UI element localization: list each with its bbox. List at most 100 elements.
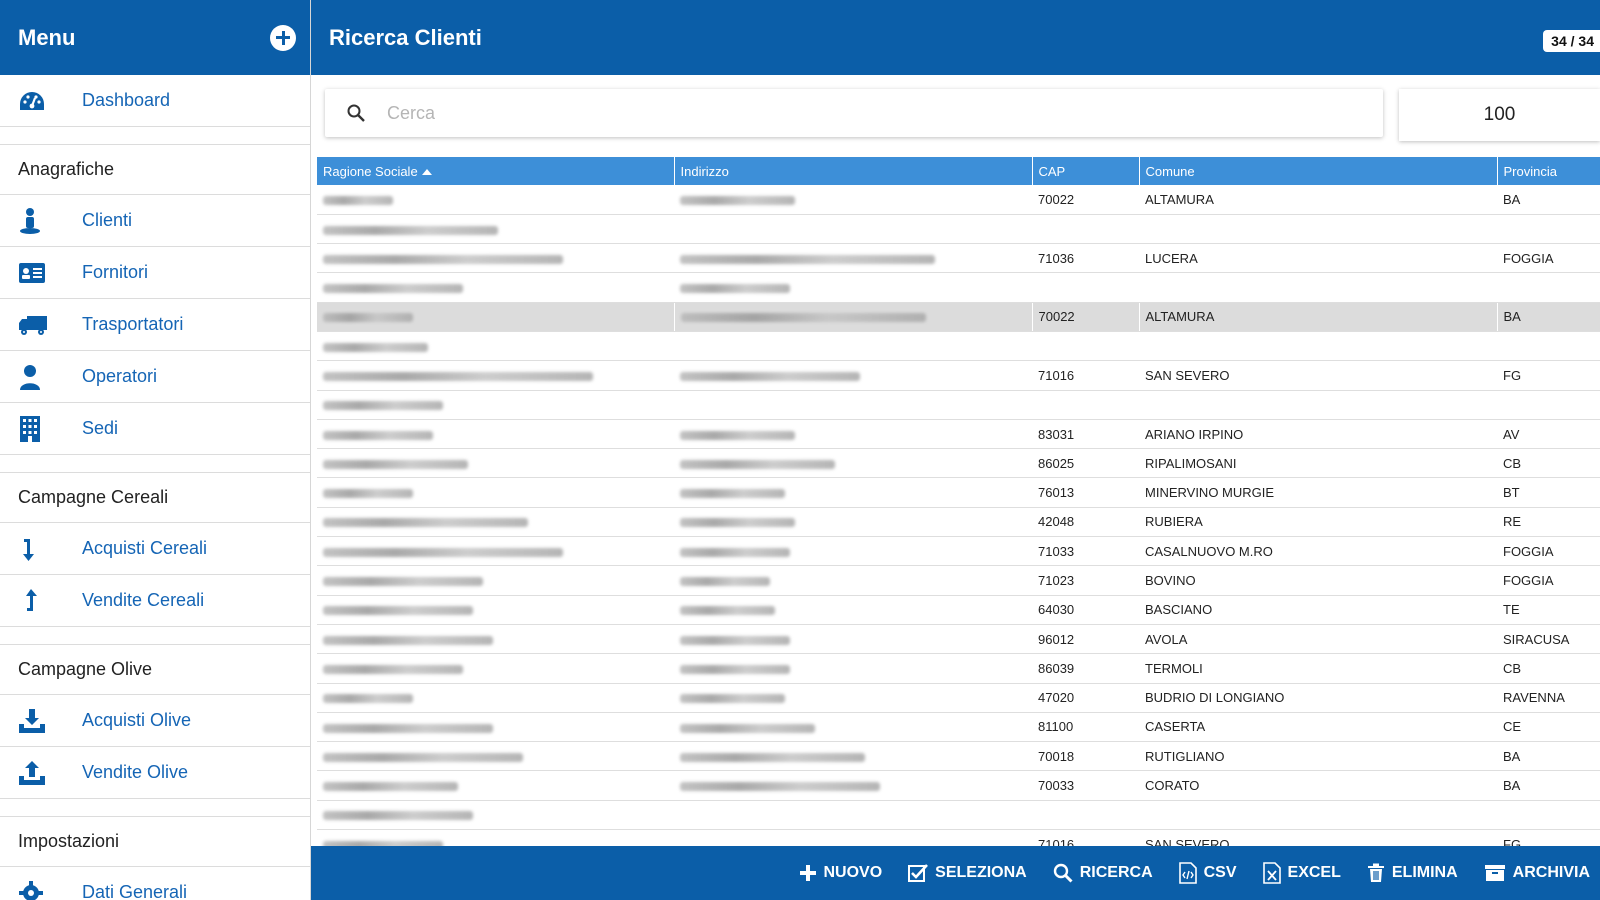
redacted-text xyxy=(680,664,790,674)
cell-indirizzo xyxy=(674,741,1032,772)
sidebar-item-operatori[interactable]: Operatori xyxy=(0,351,310,403)
table-row[interactable] xyxy=(317,272,1600,303)
table-row[interactable]: 64030 BASCIANO TE xyxy=(317,595,1600,625)
column-header-comune[interactable]: Comune xyxy=(1139,157,1498,185)
table-row[interactable]: 71036 LUCERA FOGGIA xyxy=(317,243,1600,274)
cell-cap: 64030 xyxy=(1032,595,1139,625)
table-row[interactable] xyxy=(317,331,1600,362)
sidebar-item-trasportatori[interactable]: Trasportatori xyxy=(0,299,310,351)
cell-ragione-sociale xyxy=(317,624,674,655)
cell-ragione-sociale xyxy=(317,653,674,684)
table-row[interactable]: 76013 MINERVINO MURGIE BT xyxy=(317,477,1600,508)
cell-comune: CASALNUOVO M.RO xyxy=(1139,536,1497,567)
cell-ragione-sociale xyxy=(317,595,674,625)
cell-indirizzo xyxy=(674,507,1032,538)
page-title: Ricerca Clienti xyxy=(329,24,482,50)
table-row[interactable]: 71023 BOVINO FOGGIA xyxy=(317,565,1600,596)
table-row[interactable]: 47020 BUDRIO DI LONGIANO RAVENNA xyxy=(317,683,1600,713)
search-input[interactable] xyxy=(387,102,1287,124)
cell-ragione-sociale xyxy=(317,829,674,847)
cell-comune: LUCERA xyxy=(1139,243,1497,274)
redacted-text xyxy=(323,489,413,499)
cell-comune xyxy=(1139,390,1497,420)
table-row[interactable]: 71033 CASALNUOVO M.RO FOGGIA xyxy=(317,536,1600,567)
redacted-text xyxy=(680,195,795,205)
table-row[interactable]: 70033 CORATO BA xyxy=(317,770,1600,801)
redacted-text xyxy=(680,723,815,733)
cell-ragione-sociale xyxy=(317,360,674,391)
table-row[interactable]: 71016 SAN SEVERO FG xyxy=(317,829,1600,847)
redacted-text xyxy=(680,430,795,440)
table-row[interactable]: 81100 CASERTA CE xyxy=(317,712,1600,743)
column-header-indirizzo[interactable]: Indirizzo xyxy=(674,157,1033,185)
sidebar-item-vendite-cereali[interactable]: Vendite Cereali xyxy=(0,575,310,627)
cell-indirizzo xyxy=(674,536,1032,567)
cell-ragione-sociale xyxy=(317,419,674,450)
redacted-text xyxy=(680,371,860,381)
sidebar-item-clienti[interactable]: Clienti xyxy=(0,195,310,247)
sidebar: Menu Dashboard Anagrafiche Clienti Forni… xyxy=(0,0,311,900)
table-row[interactable]: 70018 RUTIGLIANO BA xyxy=(317,741,1600,772)
column-header-cap[interactable]: CAP xyxy=(1032,157,1140,185)
table-header-row: Ragione Sociale Indirizzo CAP Comune Pro… xyxy=(317,157,1600,185)
table-row[interactable] xyxy=(317,800,1600,831)
sidebar-item-acquisti-cereali[interactable]: Acquisti Cereali xyxy=(0,523,310,575)
redacted-text xyxy=(323,284,463,294)
cell-indirizzo xyxy=(674,829,1032,847)
table-row[interactable]: 86025 RIPALIMOSANI CB xyxy=(317,448,1600,479)
search-button[interactable]: RICERCA xyxy=(1053,863,1153,883)
table-row[interactable]: 71016 SAN SEVERO FG xyxy=(317,360,1600,391)
table-row[interactable]: 83031 ARIANO IRPINO AV xyxy=(317,419,1600,450)
plus-icon xyxy=(799,864,817,882)
redacted-text xyxy=(323,254,563,264)
redacted-text xyxy=(323,430,433,440)
redacted-text xyxy=(323,606,473,616)
record-counter-badge: 34 / 34 xyxy=(1543,30,1600,52)
cell-cap: 42048 xyxy=(1032,507,1139,538)
table-row[interactable]: 96012 AVOLA SIRACUSA xyxy=(317,624,1600,655)
page-size-field[interactable]: 100 xyxy=(1399,89,1600,141)
sidebar-item-acquisti-olive[interactable]: Acquisti Olive xyxy=(0,695,310,747)
table-row[interactable] xyxy=(317,214,1600,245)
select-button[interactable]: SELEZIONA xyxy=(908,864,1027,882)
cell-cap: 70018 xyxy=(1032,741,1139,772)
cell-comune: RIPALIMOSANI xyxy=(1139,448,1497,479)
column-header-provincia[interactable]: Provincia xyxy=(1497,157,1600,185)
table-row[interactable]: 70022 ALTAMURA BA xyxy=(317,185,1600,215)
redacted-text xyxy=(323,459,468,469)
cell-comune xyxy=(1139,331,1497,362)
table-row[interactable] xyxy=(317,390,1600,420)
sidebar-item-fornitori[interactable]: Fornitori xyxy=(0,247,310,299)
table-row[interactable]: 42048 RUBIERA RE xyxy=(317,507,1600,538)
redacted-text xyxy=(323,840,443,847)
table-row[interactable]: 70022 ALTAMURA BA xyxy=(317,302,1600,332)
csv-button[interactable]: CSV xyxy=(1178,862,1237,884)
sidebar-header: Menu xyxy=(0,0,310,75)
redacted-text xyxy=(680,635,790,645)
archive-button[interactable]: ARCHIVIA xyxy=(1484,864,1590,882)
cell-provincia: SIRACUSA xyxy=(1497,624,1600,655)
excel-button[interactable]: EXCEL xyxy=(1262,862,1341,884)
new-button[interactable]: NUOVO xyxy=(799,864,882,882)
sidebar-item-label: Vendite Cereali xyxy=(82,590,205,610)
cell-cap: 81100 xyxy=(1032,712,1139,743)
sidebar-item-sedi[interactable]: Sedi xyxy=(0,403,310,455)
cell-indirizzo xyxy=(674,419,1032,450)
redacted-text xyxy=(323,401,443,411)
table-row[interactable]: 86039 TERMOLI CB xyxy=(317,653,1600,684)
cell-comune: BASCIANO xyxy=(1139,595,1497,625)
sidebar-item-vendite-olive[interactable]: Vendite Olive xyxy=(0,747,310,799)
sidebar-item-label: Acquisti Olive xyxy=(82,710,192,730)
column-header-ragione-sociale[interactable]: Ragione Sociale xyxy=(317,157,675,185)
add-circle-icon[interactable] xyxy=(270,24,296,51)
cell-comune: RUBIERA xyxy=(1139,507,1497,538)
sidebar-item-dashboard[interactable]: Dashboard xyxy=(0,75,310,127)
sidebar-item-dati-generali[interactable]: Dati Generali xyxy=(0,867,310,900)
upload-icon xyxy=(0,760,82,786)
page-header: Ricerca Clienti 34 / 34 xyxy=(311,0,1600,75)
cell-cap: 70033 xyxy=(1032,770,1139,801)
delete-button[interactable]: ELIMINA xyxy=(1367,863,1458,883)
sidebar-item-label: Clienti xyxy=(82,210,133,230)
cell-provincia: BA xyxy=(1497,302,1600,332)
cell-cap xyxy=(1032,800,1139,831)
